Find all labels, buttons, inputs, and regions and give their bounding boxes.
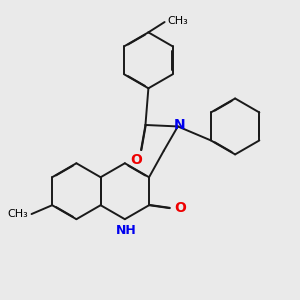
Text: NH: NH: [116, 224, 137, 237]
Text: N: N: [173, 118, 185, 132]
Text: O: O: [131, 153, 142, 167]
Text: O: O: [174, 201, 186, 215]
Text: CH₃: CH₃: [8, 209, 29, 219]
Text: CH₃: CH₃: [167, 16, 188, 26]
